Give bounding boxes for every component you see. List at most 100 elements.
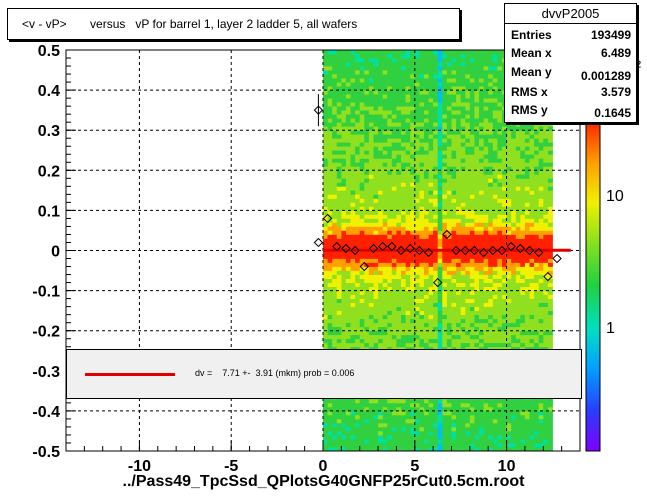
heatmap-cell bbox=[506, 443, 512, 448]
heatmap-cell bbox=[387, 58, 393, 63]
heatmap-cell bbox=[534, 154, 540, 159]
heatmap-cell bbox=[378, 146, 384, 151]
heatmap-cell bbox=[396, 426, 402, 432]
heatmap-cell bbox=[405, 314, 411, 320]
heatmap-cell bbox=[424, 447, 429, 452]
heatmap-cell bbox=[405, 406, 411, 412]
heatmap-cell bbox=[405, 70, 411, 75]
heatmap-cell bbox=[373, 66, 379, 71]
heatmap-cell bbox=[442, 102, 448, 107]
heatmap-cell bbox=[414, 342, 420, 348]
heatmap-cell bbox=[414, 98, 420, 103]
heatmap-cell bbox=[327, 114, 333, 119]
heatmap-cell bbox=[355, 326, 361, 332]
heatmap-cell bbox=[345, 138, 351, 143]
heatmap-cell bbox=[410, 134, 416, 139]
heatmap-cell bbox=[529, 286, 535, 291]
heatmap-cell bbox=[428, 86, 434, 91]
heatmap-cell bbox=[401, 70, 406, 75]
heatmap-cell bbox=[401, 270, 406, 275]
heatmap-cell bbox=[483, 234, 489, 239]
heatmap-cell bbox=[520, 230, 526, 235]
heatmap-cell bbox=[534, 214, 540, 219]
heatmap-cell bbox=[451, 402, 457, 408]
heatmap-cell bbox=[488, 74, 494, 79]
heatmap-cell bbox=[410, 194, 416, 199]
heatmap-cell bbox=[410, 286, 416, 291]
heatmap-cell bbox=[373, 106, 379, 111]
heatmap-cell bbox=[396, 447, 402, 452]
heatmap-cell bbox=[359, 134, 365, 139]
heatmap-cell bbox=[405, 242, 411, 247]
heatmap-cell bbox=[543, 154, 549, 159]
heatmap-cell bbox=[336, 186, 342, 191]
heatmap-cell bbox=[355, 194, 361, 199]
heatmap-cell bbox=[341, 342, 347, 348]
heatmap-cell bbox=[405, 302, 411, 307]
heatmap-cell bbox=[391, 282, 397, 287]
heatmap-cell bbox=[460, 314, 466, 320]
heatmap-cell bbox=[405, 443, 411, 448]
heatmap-cell bbox=[492, 126, 498, 131]
heatmap-cell bbox=[469, 54, 475, 59]
heatmap-cell bbox=[350, 58, 356, 63]
heatmap-cell bbox=[469, 318, 475, 324]
heatmap-cell bbox=[373, 435, 379, 440]
heatmap-cell bbox=[391, 314, 397, 320]
heatmap-cell bbox=[336, 443, 342, 448]
heatmap-cell bbox=[359, 150, 365, 155]
heatmap-cell bbox=[414, 82, 420, 87]
heatmap-cell bbox=[345, 318, 351, 324]
heatmap-cell bbox=[401, 286, 406, 291]
heatmap-cell bbox=[323, 94, 328, 99]
heatmap-cell bbox=[433, 82, 439, 87]
heatmap-cell bbox=[502, 122, 507, 127]
heatmap-cell bbox=[345, 190, 351, 195]
heatmap-cell bbox=[387, 406, 393, 412]
heatmap-cell bbox=[497, 314, 503, 320]
heatmap-cell bbox=[437, 314, 443, 320]
heatmap-cell bbox=[350, 182, 356, 187]
heatmap-cell bbox=[401, 170, 406, 175]
heatmap-cell bbox=[511, 190, 517, 195]
heatmap-cell bbox=[492, 298, 498, 303]
heatmap-cell bbox=[401, 66, 406, 71]
heatmap-cell bbox=[488, 118, 494, 123]
heatmap-cell bbox=[364, 298, 370, 303]
heatmap-cell bbox=[336, 422, 342, 428]
heatmap-cell bbox=[483, 78, 489, 83]
heatmap-cell bbox=[483, 294, 489, 299]
heatmap-cell bbox=[534, 130, 540, 135]
heatmap-cell bbox=[488, 294, 494, 299]
heatmap-cell bbox=[547, 242, 553, 247]
heatmap-cell bbox=[502, 206, 507, 211]
heatmap-cell bbox=[387, 222, 393, 227]
heatmap-cell bbox=[456, 342, 462, 348]
heatmap-cell bbox=[382, 318, 388, 324]
heatmap-cell bbox=[378, 86, 384, 91]
heatmap-cell bbox=[483, 270, 489, 275]
heatmap-cell bbox=[387, 202, 393, 207]
heatmap-cell bbox=[474, 102, 480, 107]
heatmap-cell bbox=[373, 94, 379, 99]
heatmap-cell bbox=[474, 166, 480, 171]
heatmap-cell bbox=[419, 230, 425, 235]
heatmap-cell bbox=[382, 398, 388, 404]
heatmap-cell bbox=[414, 290, 420, 295]
heatmap-cell bbox=[446, 338, 452, 344]
heatmap-cell bbox=[511, 334, 517, 340]
heatmap-cell bbox=[437, 298, 443, 303]
heatmap-cell bbox=[465, 314, 471, 320]
heatmap-cell bbox=[433, 70, 439, 75]
heatmap-cell bbox=[479, 74, 484, 79]
heatmap-cell bbox=[359, 226, 365, 231]
heatmap-cell bbox=[538, 206, 544, 211]
heatmap-cell bbox=[524, 158, 530, 163]
heatmap-cell bbox=[515, 166, 521, 171]
heatmap-cell bbox=[327, 74, 333, 79]
heatmap-cell bbox=[465, 439, 471, 444]
heatmap-cell bbox=[424, 166, 429, 171]
heatmap-cell bbox=[382, 266, 388, 271]
heatmap-cell bbox=[433, 318, 439, 324]
heatmap-cell bbox=[364, 126, 370, 131]
